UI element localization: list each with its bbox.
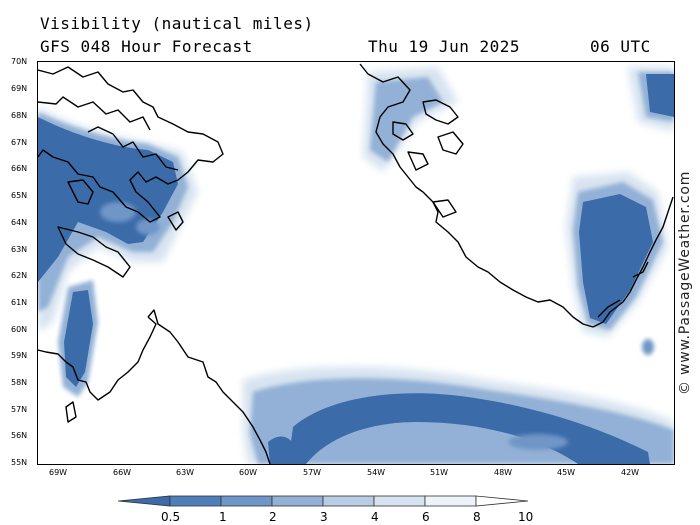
forecast-time: 06 UTC bbox=[590, 37, 651, 56]
lat-label: 69N bbox=[11, 84, 28, 93]
legend-bin bbox=[322, 495, 375, 507]
lon-label: 45W bbox=[557, 468, 576, 477]
lat-label: 68N bbox=[11, 111, 28, 120]
forecast-date: Thu 19 Jun 2025 bbox=[368, 37, 520, 56]
lon-label: 60W bbox=[239, 468, 258, 477]
lon-label: 57W bbox=[303, 468, 322, 477]
legend-bin bbox=[169, 495, 222, 507]
legend-tick: 3 bbox=[320, 510, 328, 524]
lat-label: 65N bbox=[11, 191, 28, 200]
lat-label: 64N bbox=[11, 218, 28, 227]
lat-label: 59N bbox=[11, 351, 28, 360]
lon-label: 54W bbox=[367, 468, 386, 477]
visibility-legend bbox=[118, 495, 529, 507]
legend-bin bbox=[373, 495, 426, 507]
lat-label: 70N bbox=[11, 57, 28, 66]
legend-bin bbox=[424, 495, 477, 507]
forecast-label: GFS 048 Hour Forecast bbox=[40, 37, 253, 56]
lat-label: 62N bbox=[11, 271, 28, 280]
legend-tick: 0.5 bbox=[161, 510, 181, 524]
visibility-map bbox=[37, 61, 675, 465]
lat-label: 67N bbox=[11, 138, 28, 147]
legend-bin-high bbox=[475, 495, 529, 507]
lat-label: 57N bbox=[11, 405, 28, 414]
lat-label: 56N bbox=[11, 431, 28, 440]
lon-label: 63W bbox=[176, 468, 195, 477]
coastline bbox=[38, 63, 674, 464]
legend-tick: 10 bbox=[518, 510, 534, 524]
site-credit-text: © www.PassageWeather.com bbox=[677, 170, 693, 395]
legend-tick: 4 bbox=[371, 510, 379, 524]
legend-bin bbox=[220, 495, 273, 507]
lon-label: 42W bbox=[621, 468, 640, 477]
legend-tick: 6 bbox=[422, 510, 430, 524]
lon-label: 66W bbox=[113, 468, 132, 477]
legend-tick: 1 bbox=[219, 510, 227, 524]
lat-label: 55N bbox=[11, 458, 28, 467]
site-credit: © www.PassageWeather.com bbox=[677, 171, 693, 396]
lat-label: 60N bbox=[11, 325, 28, 334]
lon-label: 69W bbox=[49, 468, 68, 477]
lat-label: 63N bbox=[11, 245, 28, 254]
lat-label: 58N bbox=[11, 378, 28, 387]
lon-label: 51W bbox=[430, 468, 449, 477]
legend-bin-low bbox=[118, 495, 171, 507]
lat-label: 61N bbox=[11, 298, 28, 307]
legend-bin bbox=[271, 495, 324, 507]
legend-tick: 2 bbox=[269, 510, 277, 524]
map-title: Visibility (nautical miles) bbox=[40, 14, 314, 33]
lat-label: 66N bbox=[11, 164, 28, 173]
lon-label: 48W bbox=[494, 468, 513, 477]
legend-tick: 8 bbox=[473, 510, 481, 524]
